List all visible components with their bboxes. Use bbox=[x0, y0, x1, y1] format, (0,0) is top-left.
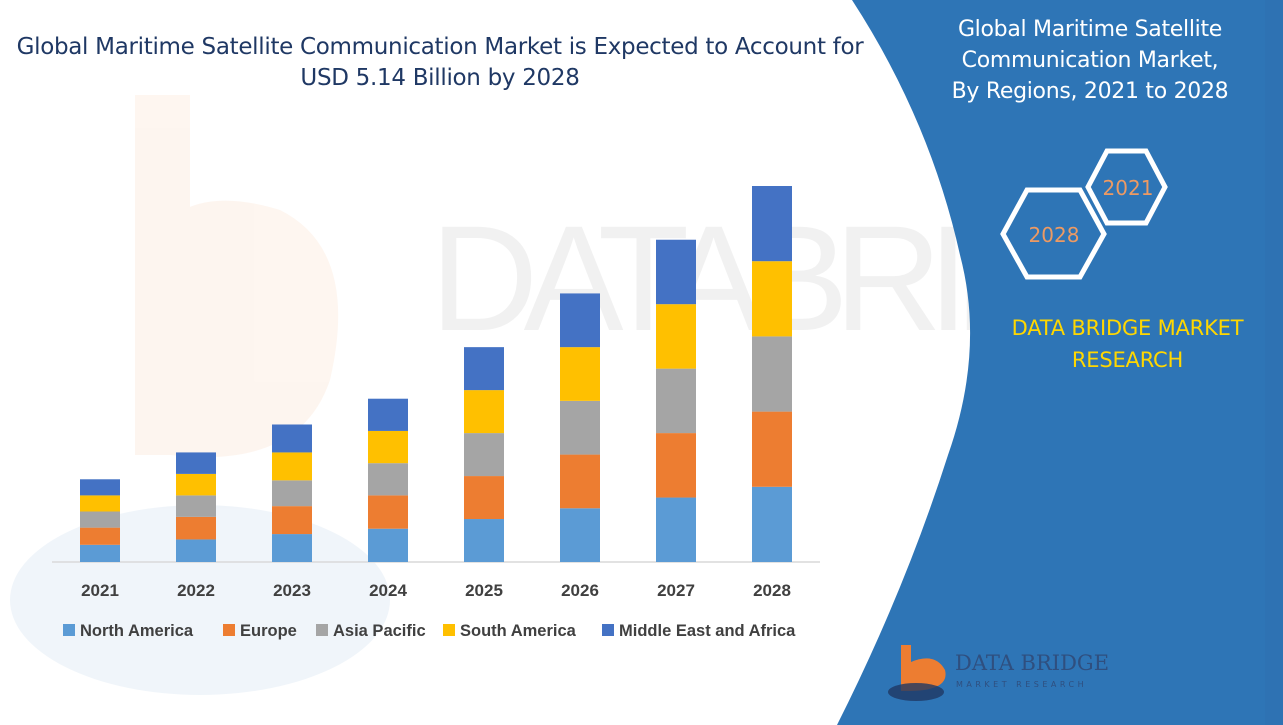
bar-2023-series-4 bbox=[272, 424, 312, 453]
hexagon-2021 bbox=[1085, 148, 1168, 226]
bar-2021-series-2 bbox=[80, 511, 120, 528]
bar-2022-series-4 bbox=[176, 452, 216, 474]
legend-label-0: North America bbox=[80, 622, 194, 640]
side-panel-title: Global Maritime Satellite Communication … bbox=[915, 14, 1265, 107]
x-tick-label-2022: 2022 bbox=[177, 581, 215, 600]
side-title-line-3: By Regions, 2021 to 2028 bbox=[951, 79, 1229, 104]
bar-2028-series-1 bbox=[752, 411, 792, 487]
logo-subtext: MARKET RESEARCH bbox=[956, 680, 1087, 689]
bar-2026-series-3 bbox=[560, 347, 600, 401]
bar-2027-series-2 bbox=[656, 368, 696, 434]
bar-2022-series-3 bbox=[176, 473, 216, 496]
bar-2021-series-0 bbox=[80, 544, 120, 562]
bar-2024-series-2 bbox=[368, 463, 408, 496]
bar-2024-series-3 bbox=[368, 430, 408, 464]
bar-2026-series-1 bbox=[560, 454, 600, 509]
legend-label-1: Europe bbox=[240, 622, 297, 640]
bar-2024-series-4 bbox=[368, 398, 408, 431]
bar-2027-series-1 bbox=[656, 433, 696, 498]
legend-swatch-3 bbox=[443, 624, 455, 636]
legend-label-3: South America bbox=[460, 622, 577, 640]
legend-swatch-2 bbox=[316, 624, 328, 636]
hex-label-2028: 2028 bbox=[1029, 223, 1080, 247]
bar-2027-series-4 bbox=[656, 239, 696, 305]
bar-2028-series-3 bbox=[752, 261, 792, 337]
legend-swatch-1 bbox=[223, 624, 235, 636]
legend-swatch-4 bbox=[602, 624, 614, 636]
brand-line-2: RESEARCH bbox=[1071, 348, 1184, 372]
x-tick-label-2028: 2028 bbox=[753, 581, 791, 600]
bar-2022-series-2 bbox=[176, 495, 216, 517]
bar-2025-series-3 bbox=[464, 390, 504, 434]
bar-2028-series-2 bbox=[752, 336, 792, 412]
data-bridge-logo: DATA BRIDGE MARKET RESEARCH bbox=[888, 645, 1109, 701]
bar-2023-series-1 bbox=[272, 506, 312, 535]
stacked-bar-chart: 2021 2022 2023 2024 2025 2026 2027 2028 North A… bbox=[52, 186, 820, 640]
legend-label-2: Asia Pacific bbox=[333, 622, 426, 640]
chart-title: Global Maritime Satellite Communication … bbox=[10, 32, 870, 94]
bar-2027-series-3 bbox=[656, 304, 696, 369]
bar-2022-series-1 bbox=[176, 516, 216, 540]
bar-2023-series-2 bbox=[272, 480, 312, 507]
chart-title-line-1: Global Maritime Satellite Communication … bbox=[16, 34, 864, 60]
side-title-line-2: Communication Market, bbox=[961, 48, 1219, 73]
bar-2021-series-4 bbox=[80, 479, 120, 496]
bar-2026-series-4 bbox=[560, 293, 600, 348]
side-panel-edge bbox=[1265, 0, 1283, 725]
brand-name: DATA BRIDGE MARKET RESEARCH bbox=[975, 312, 1280, 376]
bar-2026-series-2 bbox=[560, 400, 600, 455]
legend-swatch-0 bbox=[63, 624, 75, 636]
chart-title-line-2: USD 5.14 Billion by 2028 bbox=[300, 65, 580, 91]
x-tick-label-2027: 2027 bbox=[657, 581, 695, 600]
bar-2024-series-0 bbox=[368, 528, 408, 562]
bar-2026-series-0 bbox=[560, 508, 600, 562]
hex-label-2021: 2021 bbox=[1103, 176, 1154, 200]
bar-2025-series-1 bbox=[464, 476, 504, 520]
bar-2028-series-0 bbox=[752, 486, 792, 562]
x-tick-label-2025: 2025 bbox=[465, 581, 503, 600]
bar-2023-series-3 bbox=[272, 452, 312, 481]
side-panel bbox=[837, 0, 1283, 725]
legend-label-4: Middle East and Africa bbox=[619, 622, 796, 640]
bar-2025-series-2 bbox=[464, 433, 504, 477]
bar-2021-series-1 bbox=[80, 527, 120, 545]
bar-2021-series-3 bbox=[80, 495, 120, 512]
x-tick-label-2026: 2026 bbox=[561, 581, 599, 600]
hexagon-2028 bbox=[1000, 187, 1107, 280]
brand-line-1: DATA BRIDGE MARKET bbox=[1011, 316, 1244, 340]
side-title-line-1: Global Maritime Satellite bbox=[957, 17, 1223, 42]
logo-text: DATA BRIDGE bbox=[955, 651, 1109, 675]
watermark-logo bbox=[10, 95, 390, 695]
x-tick-label-2023: 2023 bbox=[273, 581, 311, 600]
bar-2024-series-1 bbox=[368, 495, 408, 529]
x-tick-label-2024: 2024 bbox=[369, 581, 407, 600]
bar-2022-series-0 bbox=[176, 539, 216, 562]
bar-2025-series-4 bbox=[464, 347, 504, 391]
bar-2023-series-0 bbox=[272, 534, 312, 562]
bar-2027-series-0 bbox=[656, 497, 696, 562]
bar-2025-series-0 bbox=[464, 519, 504, 562]
x-tick-label-2021: 2021 bbox=[81, 581, 119, 600]
bar-2028-series-4 bbox=[752, 186, 792, 262]
